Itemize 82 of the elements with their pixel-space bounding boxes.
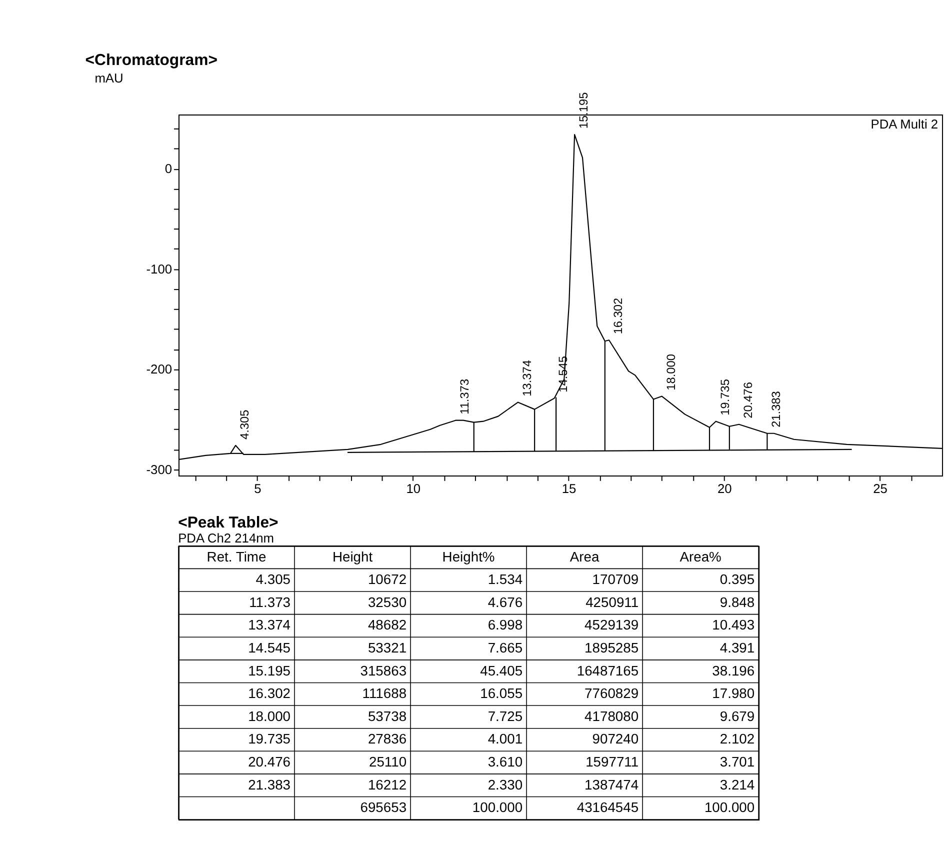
text: 111688 — [362, 685, 407, 702]
y-tick-label: -100 — [146, 261, 172, 276]
text: 1597711 — [586, 754, 639, 770]
text: 14.545 — [248, 639, 291, 656]
y-tick-label: -200 — [146, 362, 172, 377]
text: 2.102 — [720, 730, 755, 747]
text: 1.534 — [488, 571, 523, 588]
text: 7760829 — [584, 685, 639, 702]
text: 53321 — [368, 639, 407, 656]
text: 15.195 — [248, 662, 291, 678]
text: 7.725 — [488, 708, 523, 724]
text: 32530 — [368, 594, 407, 610]
annotation: 15.195 — [576, 92, 590, 129]
y-tick-label: -300 — [146, 462, 172, 477]
y-axis-title: mAU — [94, 70, 124, 86]
annotation: 4.305 — [237, 409, 252, 440]
x-tick-label: 15 — [562, 480, 576, 496]
text: 6.998 — [488, 616, 523, 633]
x-tick-label: 5 — [254, 480, 262, 496]
text: 4.676 — [488, 594, 523, 610]
chart-title: <Chromatogram> — [85, 52, 218, 69]
text: 10672 — [368, 571, 407, 588]
y-tick-label: 0 — [164, 161, 172, 176]
text: 20.476 — [248, 754, 291, 770]
text: PDA Ch2 214nm — [178, 530, 274, 546]
text: 13.374 — [248, 616, 291, 633]
text: 170709 — [592, 571, 639, 588]
text: 4.001 — [488, 730, 523, 747]
text: 3.214 — [720, 776, 755, 792]
text: 4250911 — [586, 594, 639, 610]
annotation: 16.302 — [610, 298, 625, 334]
text: 25110 — [368, 754, 407, 770]
text: 907240 — [592, 730, 639, 747]
text: 3.701 — [720, 754, 755, 770]
text: 1387474 — [584, 776, 639, 792]
text: 4.391 — [720, 639, 755, 656]
text: 19.735 — [248, 730, 291, 747]
text: 0.395 — [720, 571, 755, 588]
category-label: Height — [332, 548, 373, 564]
annotation: 21.383 — [769, 390, 784, 428]
text: 100.000 — [472, 799, 523, 816]
text: 315863 — [360, 662, 407, 678]
text: 1895285 — [584, 639, 639, 656]
annotation: PDA Multi 2 — [870, 116, 938, 132]
text: 16487165 — [576, 662, 639, 678]
text: 4.305 — [256, 571, 291, 588]
x-tick-label: 20 — [717, 480, 732, 496]
x-tick-label: 10 — [406, 480, 421, 496]
text: 16.055 — [480, 685, 523, 702]
text: 18.000 — [248, 708, 291, 724]
category-label: Area — [570, 548, 600, 564]
annotation: 20.476 — [740, 382, 755, 418]
text: 100.000 — [704, 799, 755, 816]
annotation: 11.373 — [457, 378, 472, 414]
category-label: Height% — [442, 548, 495, 564]
text: 9.679 — [720, 708, 755, 724]
text: 27836 — [368, 730, 407, 747]
text: <Peak Table> — [178, 514, 278, 532]
annotation: 19.735 — [718, 378, 732, 416]
category-label: Ret. Time — [206, 548, 266, 564]
text: 2.330 — [488, 776, 523, 792]
x-tick-label: 25 — [873, 480, 888, 496]
text: 17.980 — [712, 685, 755, 702]
text: 16.302 — [248, 685, 291, 702]
text: 21.383 — [248, 776, 291, 792]
text: 7.665 — [488, 639, 523, 656]
annotation: 18.000 — [664, 354, 678, 390]
text: 10.493 — [712, 616, 755, 633]
text: 695653 — [360, 799, 407, 816]
text: 4529139 — [584, 616, 639, 633]
text: 43164545 — [576, 799, 639, 816]
text: 53738 — [368, 708, 407, 724]
text: 3.610 — [488, 754, 523, 770]
text: 16212 — [368, 776, 407, 792]
category-label: Area% — [680, 548, 722, 564]
annotation: 13.374 — [520, 360, 534, 396]
text: 38.196 — [712, 662, 755, 678]
text: 9.848 — [720, 594, 755, 610]
text: 4178080 — [584, 708, 639, 724]
text: 11.373 — [249, 594, 291, 610]
text: 48682 — [368, 616, 407, 633]
text: 45.405 — [480, 662, 523, 678]
